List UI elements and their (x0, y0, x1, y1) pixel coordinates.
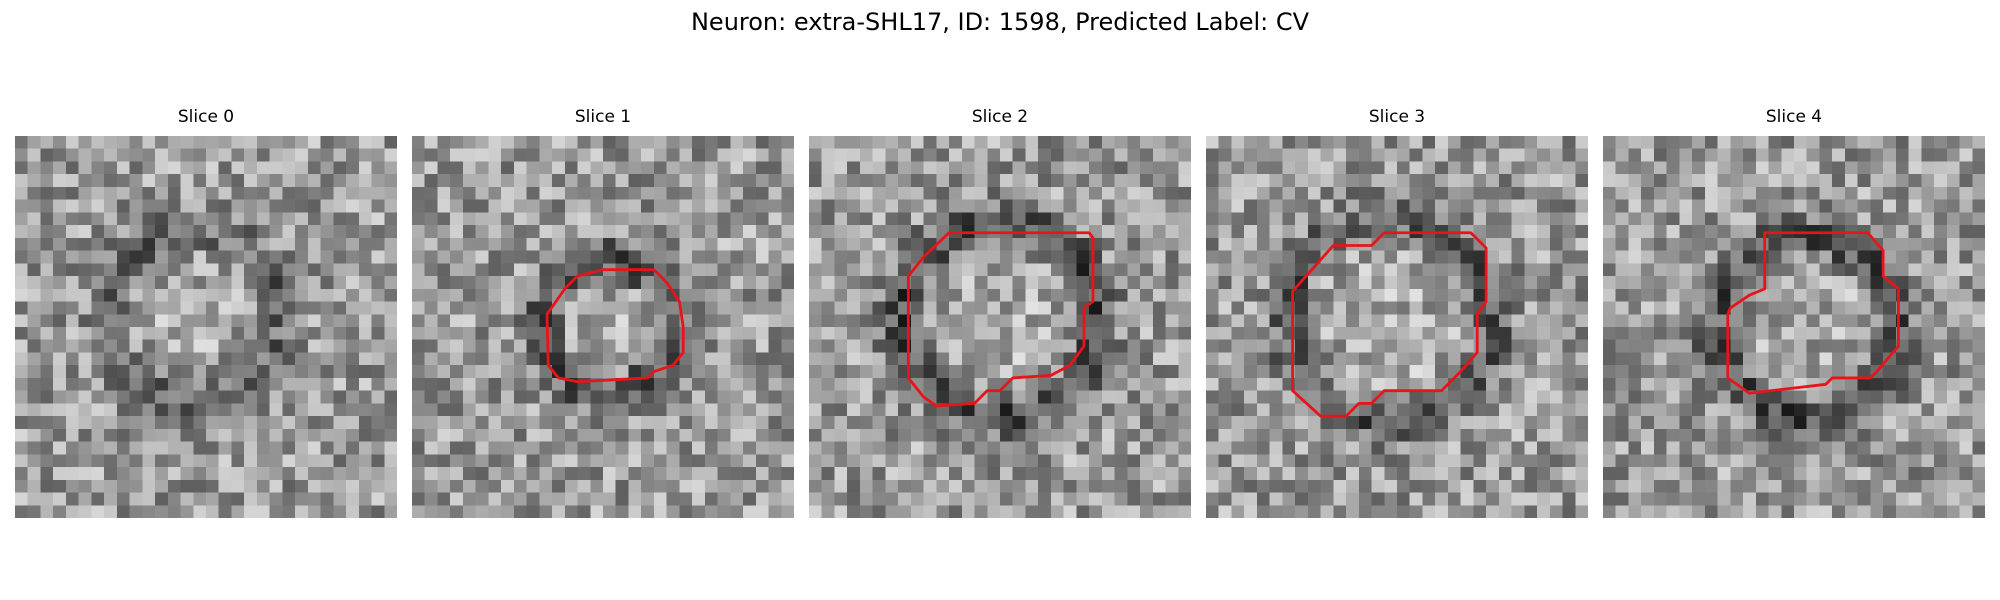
slice-title: Slice 2 (971, 107, 1029, 127)
slice-title: Slice 1 (574, 107, 632, 127)
slice-panel-0: Slice 0 (15, 106, 397, 518)
slice-title: Slice 4 (1765, 107, 1823, 127)
grayscale-noise (15, 136, 397, 518)
slice-image (809, 136, 1191, 518)
slice-image (412, 136, 794, 518)
figure-title: Neuron: extra-SHL17, ID: 1598, Predicted… (690, 8, 1310, 36)
slice-image (15, 136, 397, 518)
slice-title: Slice 3 (1368, 107, 1426, 127)
slice-panel-1: Slice 1 (412, 106, 794, 518)
slice-title: Slice 0 (177, 107, 235, 127)
slice-image (1603, 136, 1985, 518)
segmentation-contour (1291, 231, 1488, 418)
grayscale-noise (809, 136, 1191, 518)
slice-panel-4: Slice 4 (1603, 106, 1985, 518)
slice-panel-2: Slice 2 (809, 106, 1191, 518)
grayscale-noise (412, 136, 794, 518)
slice-image (1206, 136, 1588, 518)
slice-panel-3: Slice 3 (1206, 106, 1588, 518)
grayscale-noise (1206, 136, 1588, 518)
segmentation-contour (906, 231, 1095, 408)
grayscale-noise (1603, 136, 1985, 518)
segmentation-contour (545, 268, 685, 384)
segmentation-contour (1726, 231, 1900, 395)
